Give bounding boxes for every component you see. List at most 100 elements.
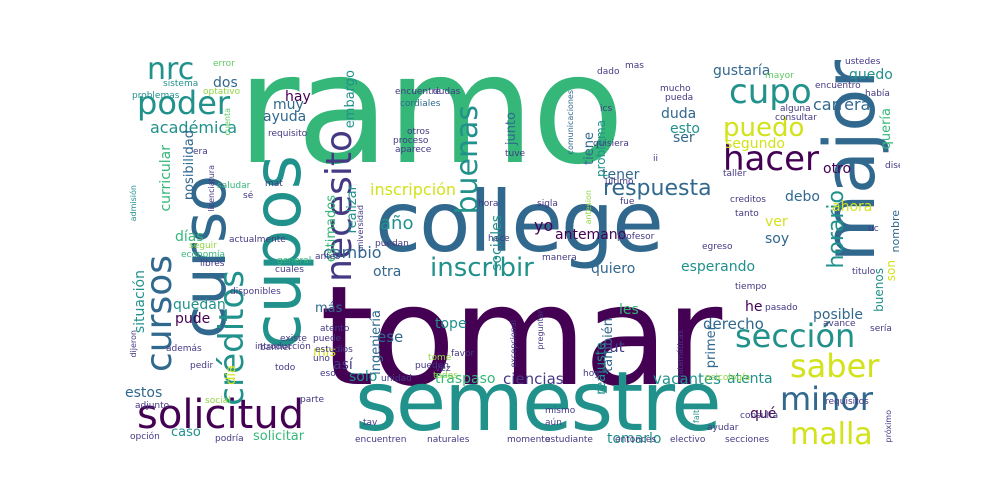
word-pedir: pedir <box>190 361 214 371</box>
word-semestre: semestre <box>355 355 722 450</box>
word-cuenta: cuenta <box>223 108 232 136</box>
word-adjunto: adjunto <box>135 401 170 411</box>
word-diseno: diseño <box>885 161 900 171</box>
word-libres: libres <box>200 259 225 269</box>
word-economia: economía <box>181 250 225 260</box>
word-pueden: pueden <box>415 361 449 371</box>
word-ustedes: ustedes <box>845 57 881 67</box>
word-ademas: además <box>166 344 202 354</box>
word-admision: admisión <box>129 185 138 222</box>
word-yo: yo <box>534 216 554 235</box>
word-vacantes: vacantes <box>653 370 721 388</box>
word-tope: tope <box>435 316 467 332</box>
word-inscribir: inscribir <box>430 253 534 283</box>
word-consulta: consulta <box>740 411 779 421</box>
word-cambio: cambio <box>323 243 382 262</box>
word-dijeron: dijeron <box>129 330 138 358</box>
word-mayor: mayor <box>765 71 794 81</box>
word-cloud: ramo tomar semestre college major curso … <box>125 50 900 450</box>
word-tomarlo: tomarlo <box>607 431 662 447</box>
word-manera: manera <box>542 253 577 263</box>
word-dias: días <box>175 229 204 245</box>
word-soy: soy <box>765 231 790 247</box>
word-era: era <box>193 147 208 157</box>
word-quedan: quedan <box>173 297 226 313</box>
word-matematicas: matemáticas <box>676 330 685 383</box>
word-tiempo: tiempo <box>735 282 767 292</box>
word-puedo: puedo <box>723 113 805 143</box>
word-naturales: naturales <box>427 435 470 445</box>
word-uc: uc <box>868 224 879 234</box>
word-estudios: estudios <box>315 345 353 355</box>
word-encuentre: encuentre <box>395 87 441 97</box>
word-otros: otros <box>407 127 430 137</box>
word-antesion: antesion <box>584 190 593 225</box>
word-esto: esto <box>670 121 700 137</box>
word-primer: primer <box>704 325 719 369</box>
word-he: he <box>745 299 763 315</box>
word-unidad: unidad <box>381 374 412 384</box>
word-quedo: quedo <box>849 67 893 83</box>
word-favor: favor <box>451 349 475 359</box>
word-avance: avance <box>823 319 856 329</box>
word-falta: falta <box>692 405 701 423</box>
word-secciones: secciones <box>725 435 770 445</box>
word-situacion: situación <box>132 270 148 334</box>
word-gustaria: gustaría <box>713 63 771 79</box>
word-ingenieria: ingeniería <box>369 310 384 375</box>
word-puedan: puedan <box>375 239 409 249</box>
word-eso: eso <box>320 369 336 379</box>
word-debo: debo <box>785 189 820 205</box>
word-tav: tav <box>363 418 378 428</box>
word-mucho: mucho <box>660 84 691 94</box>
word-junto: junto <box>504 112 519 146</box>
word-nombre: nombre <box>889 210 900 253</box>
word-uno: uno <box>313 354 330 364</box>
word-hora: hora <box>478 199 499 209</box>
word-banner: banner <box>260 343 292 353</box>
word-sistema: sistema <box>163 79 199 89</box>
word-dos: dos <box>213 75 238 91</box>
word-fue: fue <box>620 197 635 207</box>
word-academica: académica <box>150 118 238 137</box>
word-seccion: sección <box>735 317 856 355</box>
word-alguna: alguna <box>780 104 811 114</box>
word-mis: mis <box>313 345 337 360</box>
word-pasado: pasado <box>765 303 798 313</box>
word-opcion: opción <box>130 432 160 442</box>
word-hacer: hacer <box>723 139 819 179</box>
word-caso: caso <box>171 425 201 440</box>
word-consultar: consultar <box>775 113 817 123</box>
word-taller: taller <box>723 169 747 179</box>
word-hace: hace <box>488 234 510 244</box>
word-otro: otro <box>823 161 852 177</box>
word-ser: ser <box>673 130 695 146</box>
word-malla: malla <box>790 417 873 450</box>
word-posible: posible <box>813 307 864 323</box>
word-aparece: aparece <box>395 145 432 155</box>
word-dudas: dudas <box>433 87 461 97</box>
word-ano: año <box>380 213 414 234</box>
word-ics: ics <box>600 104 613 114</box>
word-quiero: quiero <box>591 261 636 277</box>
word-poder: poder <box>137 84 231 122</box>
word-excepcional: excepcional <box>509 320 518 368</box>
word-actualmente: actualmente <box>229 235 286 245</box>
word-tanto: tanto <box>735 209 759 219</box>
word-embargo: embargo <box>343 70 358 129</box>
word-carrera: carrera <box>813 95 871 114</box>
word-aun: aún <box>545 418 562 428</box>
word-ayuda: ayuda <box>263 109 307 125</box>
word-ii: ii <box>653 154 659 164</box>
word-tome: tome <box>428 353 452 363</box>
word-encuentro: encuentro <box>815 81 861 91</box>
word-ayudar: ayudar <box>707 423 739 433</box>
word-electivo: electivo <box>670 435 706 445</box>
word-tuve: tuve <box>505 149 526 159</box>
word-quisiera: quisiera <box>593 139 629 149</box>
word-muy: muy <box>273 97 304 113</box>
word-asi: así <box>333 357 353 373</box>
word-minor: minor <box>780 380 874 418</box>
word-podria: podría <box>215 434 244 444</box>
word-atento: atento <box>320 324 350 334</box>
